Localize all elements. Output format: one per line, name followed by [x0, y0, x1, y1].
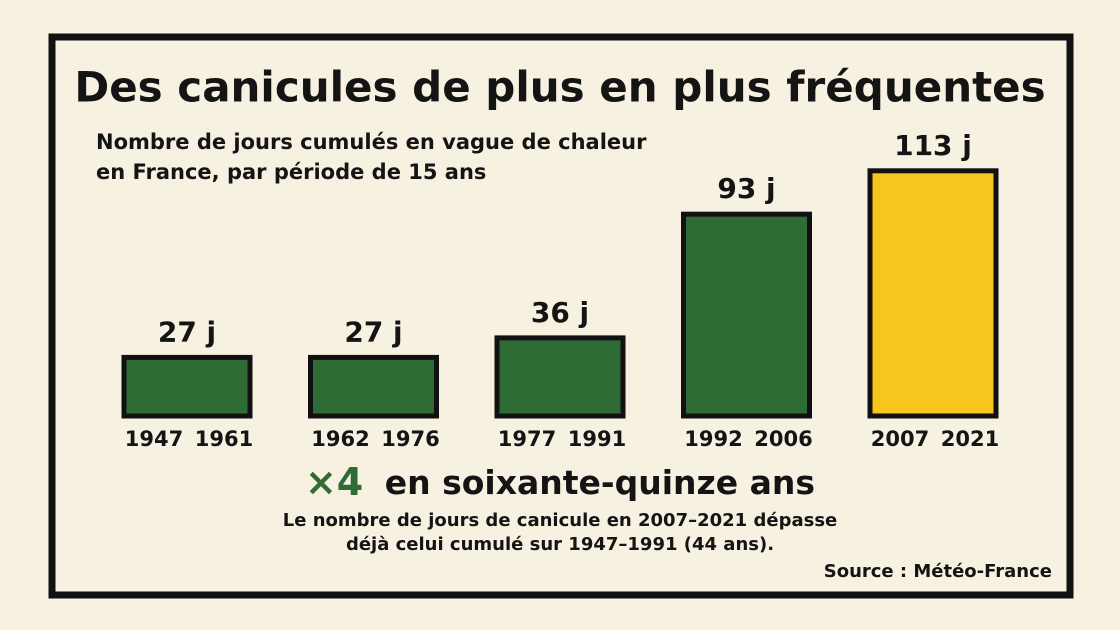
x-tick-label: 1962	[311, 427, 369, 451]
x-tick-label: 2007	[871, 427, 929, 451]
value-label: 27 j	[344, 315, 402, 348]
annotation-highlight: ×4	[305, 460, 363, 504]
chart-title: Des canicules de plus en plus fréquentes	[74, 63, 1045, 112]
frame	[48, 33, 1074, 599]
x-tick-label: 1992	[684, 427, 742, 451]
x-tick-label: 1991	[568, 427, 626, 451]
note: Le nombre de jours de canicule en 2007–2…	[283, 510, 837, 531]
value-label: 113 j	[894, 129, 972, 162]
bar	[494, 335, 626, 419]
bar	[681, 211, 812, 419]
annotation-text: en soixante-quinze ans	[385, 463, 815, 502]
x-tick-label: 1977	[498, 427, 556, 451]
x-tick-label: 2021	[941, 427, 999, 451]
value-label: 27 j	[158, 315, 216, 348]
x-tick-label: 1976	[381, 427, 439, 451]
subtitle: en France, par période de 15 ans	[96, 160, 486, 184]
source: Source : Météo-France	[824, 561, 1052, 582]
value-label: 93 j	[717, 172, 775, 205]
subtitle: Nombre de jours cumulés en vague de chal…	[96, 130, 647, 154]
bar	[308, 354, 439, 419]
note: déjà celui cumulé sur 1947–1991 (44 ans)…	[346, 534, 774, 555]
x-tick-label: 1961	[195, 427, 253, 451]
value-label: 36 j	[531, 296, 589, 329]
bar	[121, 354, 253, 419]
annotation: ×4 en soixante-quinze ans	[305, 460, 815, 504]
x-tick-label: 1947	[125, 427, 183, 451]
bar	[867, 168, 999, 419]
x-tick-label: 2006	[754, 427, 812, 451]
